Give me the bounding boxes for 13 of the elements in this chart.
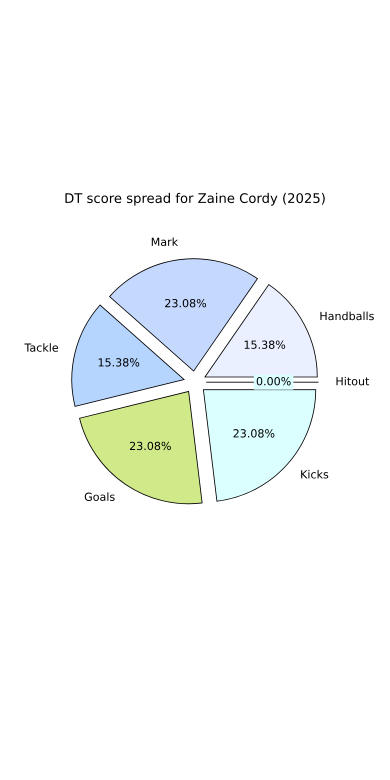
data-label: 15.38% (98, 358, 140, 367)
data-label: 15.38% (244, 340, 286, 349)
data-label: 23.08% (233, 429, 274, 438)
slice-label: Mark (152, 237, 178, 246)
text: 0.00% (256, 377, 291, 386)
category-label: Hitout (336, 376, 370, 386)
data-label: 23.08% (130, 442, 171, 450)
data-label: 23.08% (165, 298, 206, 308)
slice-label: Kicks (301, 470, 328, 479)
slice-label: Tackle (24, 343, 58, 352)
slice-label: Handballs (320, 312, 374, 320)
chart-title: DT score spread for Zaine Cordy (2025) (65, 192, 325, 206)
slice-label: Goals (84, 492, 115, 501)
